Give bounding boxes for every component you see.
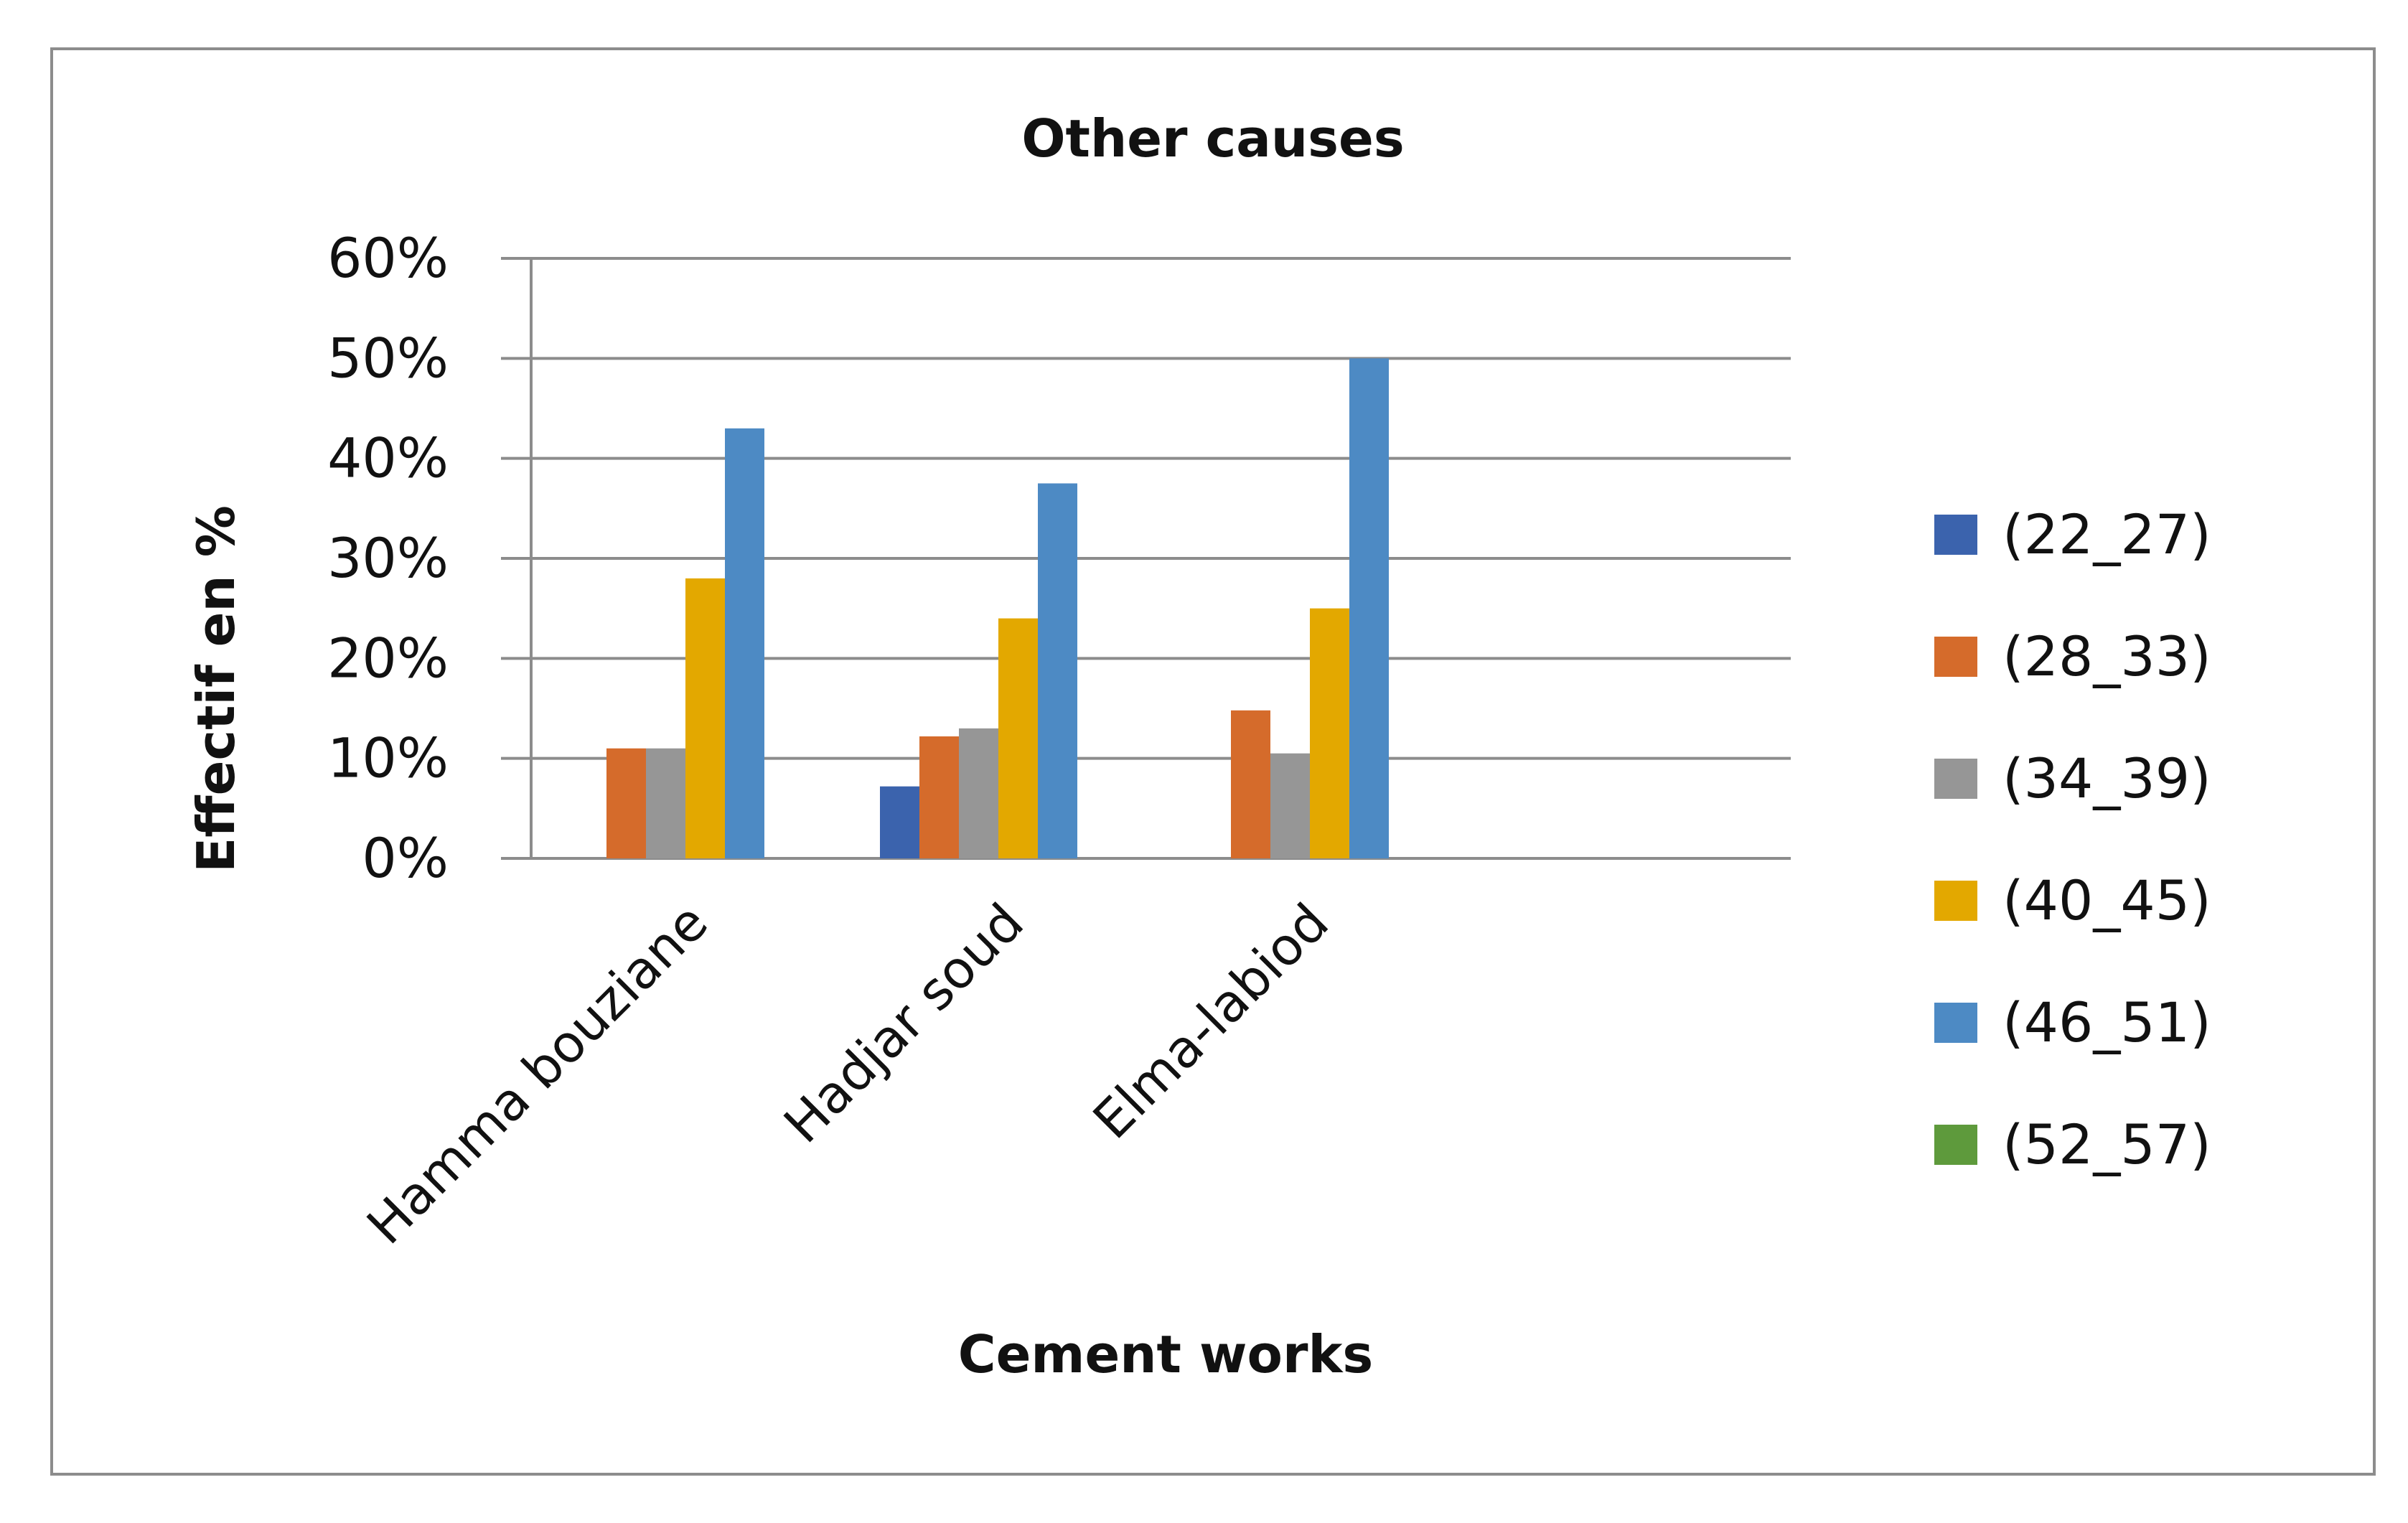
legend-swatch <box>1934 515 1977 555</box>
chart-title: Other causes <box>1021 108 1404 169</box>
legend: (22_27) (28_33) (34_39) (40_45) (46_51) (52_5… <box>1934 502 2211 1176</box>
legend-label: (22_27) <box>2002 502 2211 566</box>
x-axis-title: Cement works <box>958 1324 1374 1384</box>
x-axis-categories: Hamma bouziane Hadjar soud Elma-labiod <box>355 892 1340 1256</box>
y-tick-label: 20% <box>327 626 449 690</box>
bar-40_45-elma-labiod <box>1310 608 1349 858</box>
legend-swatch <box>1934 881 1977 921</box>
bar-22_27-hadjar-soud <box>880 786 919 858</box>
bar-40_45-hamma-bouziane <box>685 578 725 858</box>
y-tick-label: 40% <box>327 426 449 490</box>
bar-28_33-hamma-bouziane <box>606 748 646 858</box>
y-tick-label: 50% <box>327 326 449 390</box>
legend-label: (46_51) <box>2002 990 2211 1054</box>
bar-46_51-elma-labiod <box>1349 358 1389 858</box>
legend-label: (52_57) <box>2002 1112 2211 1176</box>
bar-40_45-hadjar-soud <box>998 618 1038 858</box>
bar-46_51-hamma-bouziane <box>725 428 764 858</box>
y-axis-title: Effectif en % <box>186 505 246 873</box>
y-tick-label: 60% <box>327 226 449 290</box>
legend-swatch <box>1934 1003 1977 1043</box>
legend-swatch <box>1934 759 1977 799</box>
x-category-label: Elma-labiod <box>1082 892 1340 1151</box>
y-axis-ticks: 0% 10% 20% 30% 40% 50% 60% <box>327 226 449 890</box>
legend-label: (28_33) <box>2002 624 2211 688</box>
y-tick-label: 30% <box>327 526 449 590</box>
bar-28_33-elma-labiod <box>1231 710 1270 858</box>
legend-swatch <box>1934 1125 1977 1165</box>
bar-34_39-elma-labiod <box>1270 753 1310 858</box>
bar-34_39-hadjar-soud <box>959 728 998 858</box>
chart-frame <box>50 47 2376 1476</box>
x-category-label: Hadjar soud <box>772 892 1035 1155</box>
legend-swatch <box>1934 637 1977 677</box>
bar-34_39-hamma-bouziane <box>646 748 685 858</box>
bars <box>606 358 1389 858</box>
bar-46_51-hadjar-soud <box>1038 483 1077 858</box>
bar-28_33-hadjar-soud <box>919 736 959 858</box>
y-tick-label: 10% <box>327 726 449 790</box>
legend-label: (34_39) <box>2002 746 2211 810</box>
legend-label: (40_45) <box>2002 868 2211 932</box>
x-category-label: Hamma bouziane <box>355 892 719 1256</box>
y-tick-label: 0% <box>362 826 449 890</box>
